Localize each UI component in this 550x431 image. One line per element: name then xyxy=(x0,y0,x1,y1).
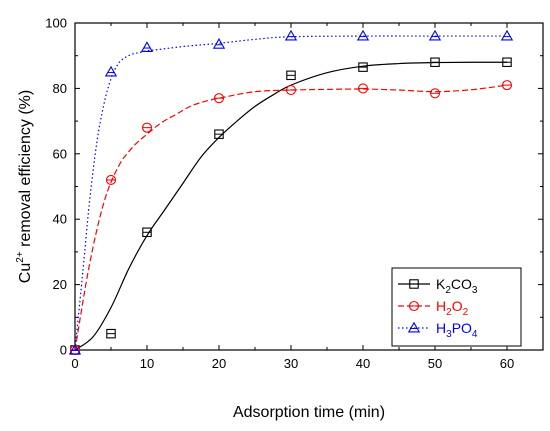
legend-label-subscript: 3 xyxy=(472,285,478,296)
data-point xyxy=(429,88,441,99)
y-tick-label: 60 xyxy=(53,146,67,161)
x-tick-label: 10 xyxy=(140,356,154,371)
data-point xyxy=(428,29,442,41)
series-points-1 xyxy=(69,80,513,356)
x-tick-label: 50 xyxy=(428,356,442,371)
data-point xyxy=(500,29,514,41)
legend-label-subscript: 2 xyxy=(446,307,452,318)
x-tick-label: 60 xyxy=(500,356,514,371)
data-point xyxy=(104,65,118,77)
y-tick-label: 40 xyxy=(53,212,67,227)
series-markers xyxy=(68,29,514,356)
legend-label-part: O xyxy=(452,298,463,314)
y-tick-label: 20 xyxy=(53,277,67,292)
y-axis-title: Cu2+ removal efficiency (%) xyxy=(15,90,34,283)
legend-label: K2CO3 xyxy=(436,276,478,296)
data-point xyxy=(212,37,226,49)
y-axis-title-superscript: 2+ xyxy=(15,251,26,263)
legend-label-part: PO xyxy=(452,320,472,336)
legend-marker xyxy=(408,300,420,312)
x-tick-label: 0 xyxy=(71,356,78,371)
legend-label-subscript: 2 xyxy=(445,285,451,296)
legend-label-part: H xyxy=(436,298,446,314)
series-lines xyxy=(74,35,508,351)
legend-label-subscript: 3 xyxy=(446,329,452,340)
y-axis-title-suffix: removal efficiency (%) xyxy=(17,90,34,252)
data-point xyxy=(285,84,297,96)
data-point xyxy=(68,343,82,355)
legend-marker xyxy=(407,321,421,333)
y-axis-title-prefix: Cu xyxy=(17,263,34,283)
legend-label-part: H xyxy=(436,320,446,336)
x-tick-label: 20 xyxy=(212,356,226,371)
x-axis-title: Adsorption time (min) xyxy=(233,404,385,421)
data-point xyxy=(356,29,370,41)
series-line-1 xyxy=(74,84,508,351)
y-tick-label: 0 xyxy=(60,343,67,358)
legend-label-part: CO xyxy=(451,276,472,292)
legend-label-subscript: 2 xyxy=(463,307,469,318)
legend-label-subscript: 4 xyxy=(472,329,478,340)
data-point xyxy=(284,29,298,41)
data-point xyxy=(213,93,225,104)
data-point xyxy=(141,122,153,133)
legend-label-part: K xyxy=(436,276,446,292)
y-tick-label: 80 xyxy=(53,81,67,96)
data-point xyxy=(501,80,513,91)
x-tick-label: 40 xyxy=(356,356,370,371)
x-tick-label: 30 xyxy=(284,356,298,371)
data-point xyxy=(357,83,369,94)
data-point xyxy=(105,174,117,186)
legend-box xyxy=(391,267,522,347)
series-line-0 xyxy=(74,61,508,351)
data-point xyxy=(140,41,154,52)
y-axis-ticks: 0 20 40 60 80 100 xyxy=(45,16,543,358)
legend-label: H3PO4 xyxy=(436,320,478,340)
legend-label: H2O2 xyxy=(436,298,469,318)
series-points-2 xyxy=(68,29,514,355)
y-tick-label: 100 xyxy=(45,16,67,31)
